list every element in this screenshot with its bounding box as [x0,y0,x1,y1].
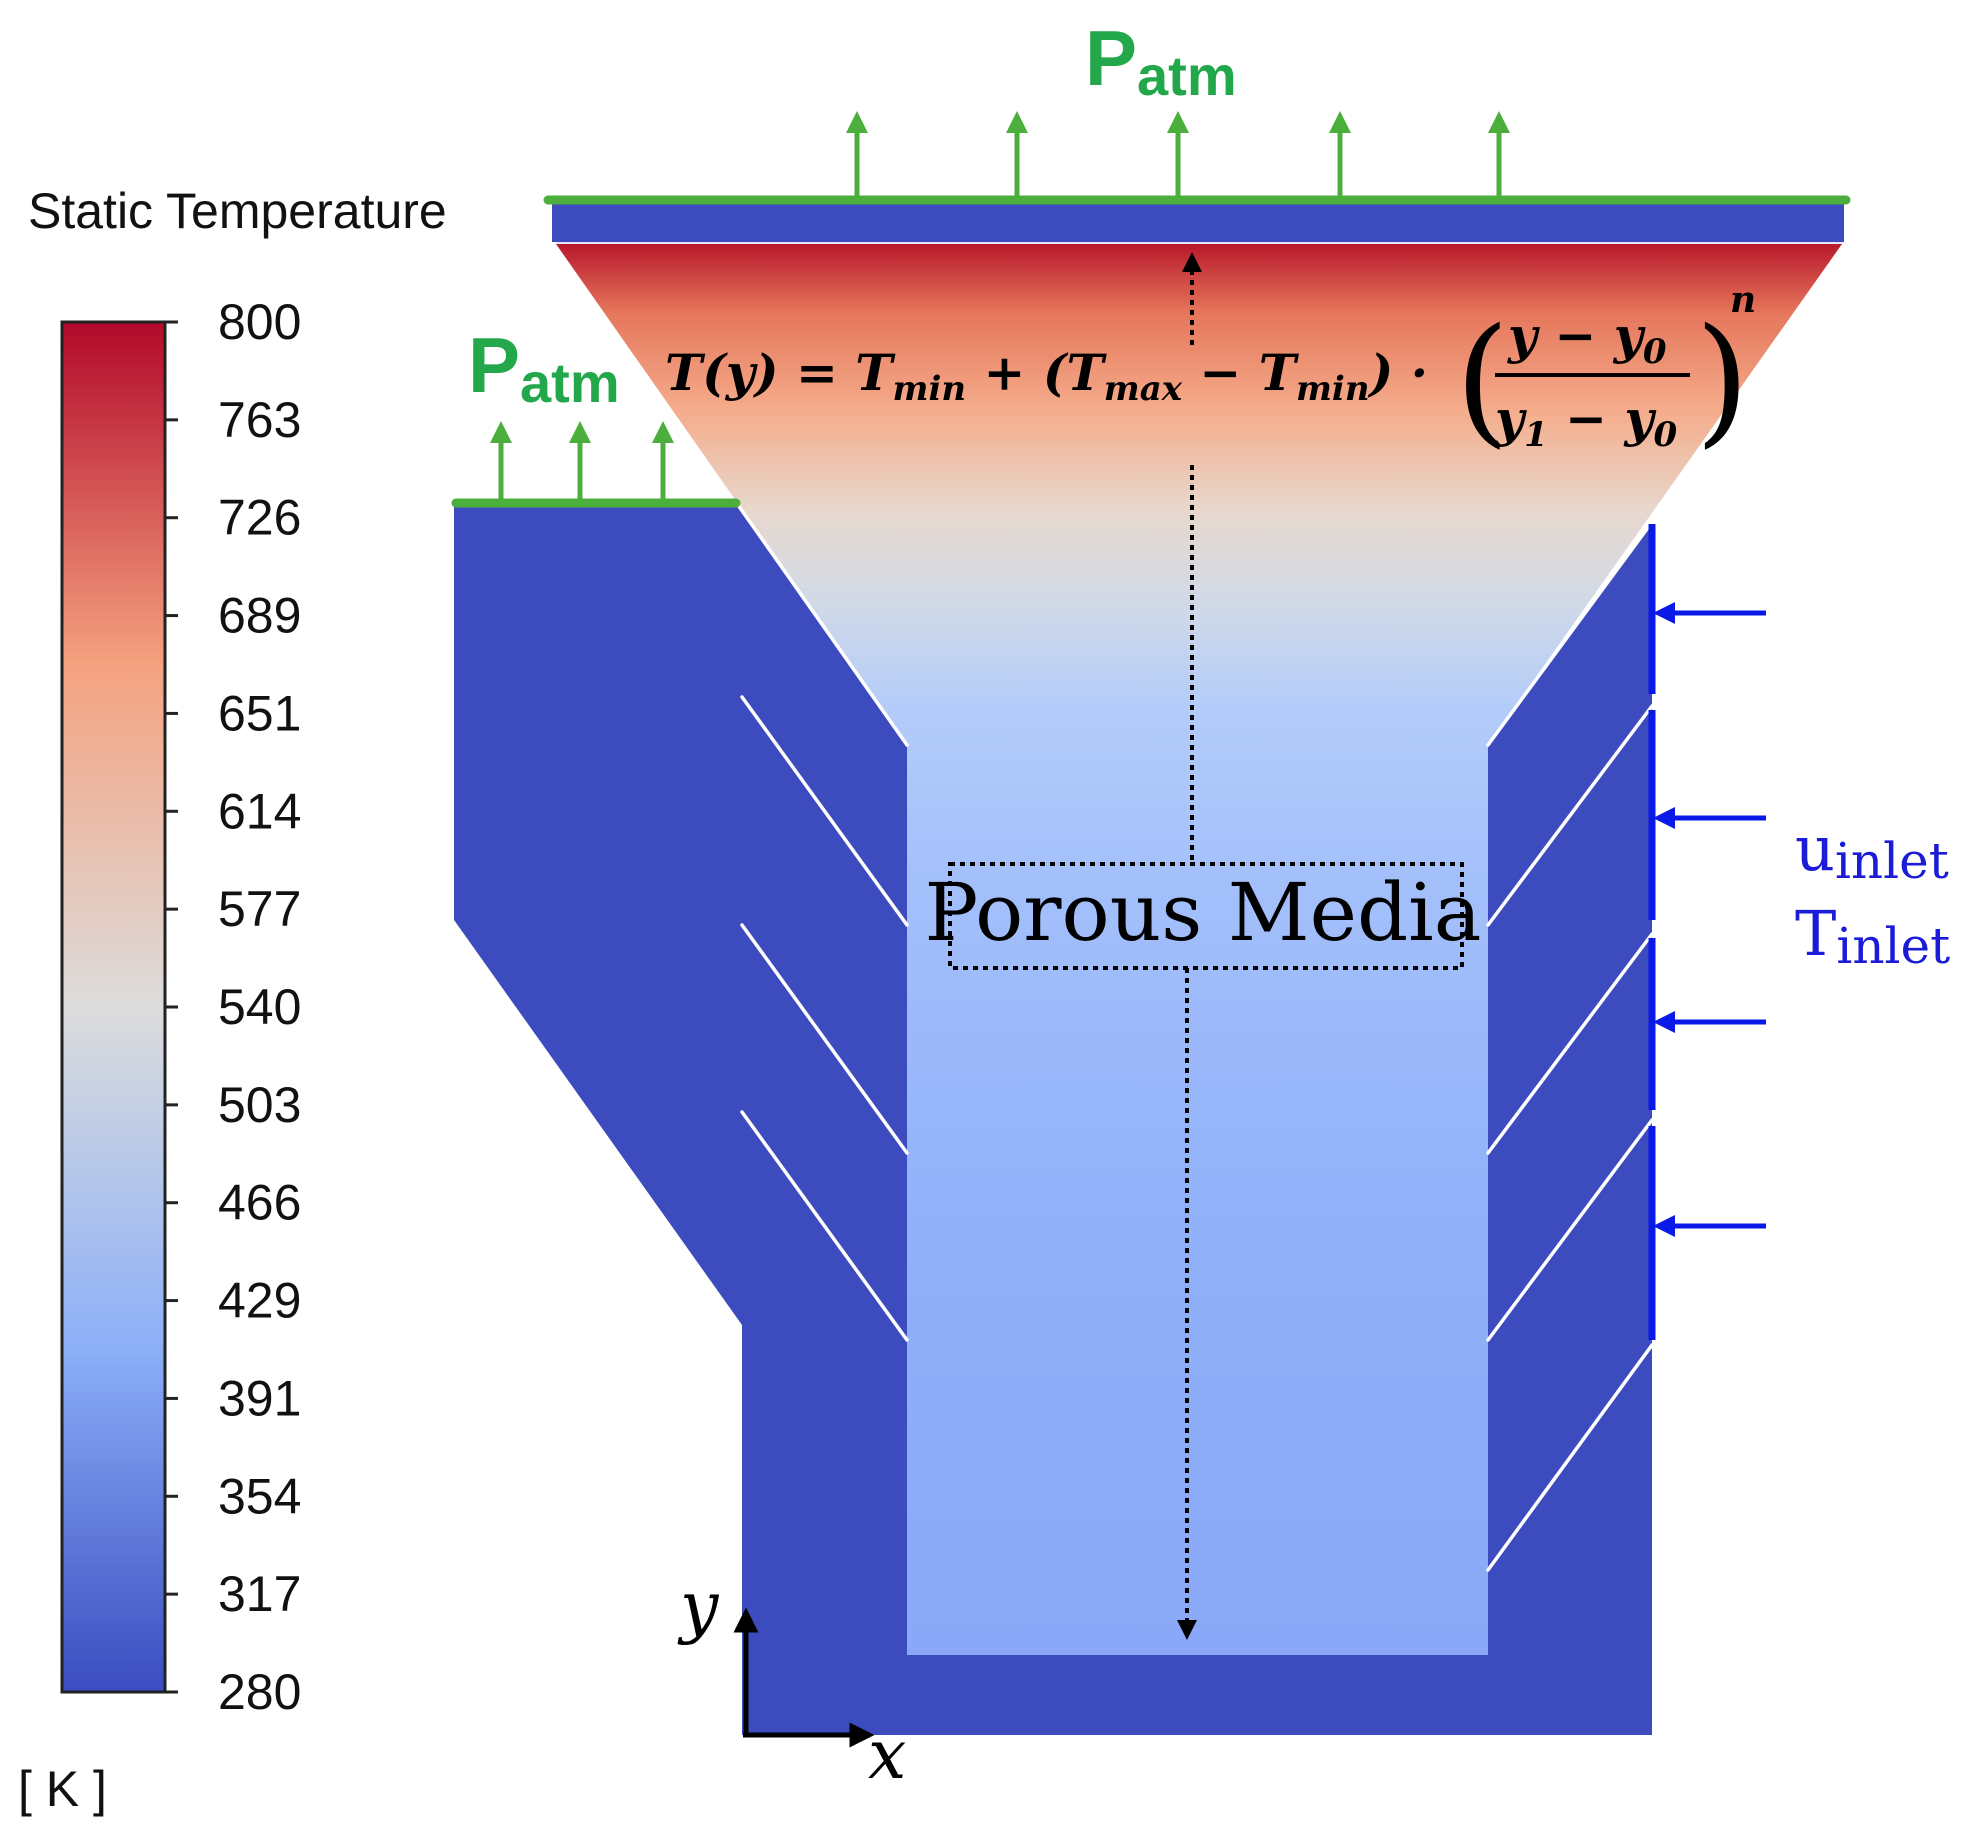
x-axis-label: x [868,1716,906,1795]
legend-tick-label: 429 [218,1273,301,1329]
outlet-boundaries: Patm Patm [451,14,1851,508]
legend-tick-label: 540 [218,979,301,1035]
inlet-arrows [1652,601,1766,1238]
channel-right-4 [1486,1343,1654,1572]
legend-tick-label: 354 [218,1468,301,1524]
equation-exponent: n [1730,279,1756,321]
u-inlet-label: uinlet [1795,812,1949,890]
porous-media-region [556,244,1842,1655]
porous-media-label: Porous Media [925,866,1482,959]
equation-main: T(y) = Tmin + (Tmax − Tmin) · [665,343,1428,409]
legend-tick-label: 763 [218,392,301,448]
right-solid-region [1488,522,1652,1735]
equation-numerator: y − y0 [1507,306,1667,372]
left-patm-label: Patm [468,321,620,414]
channel-left-1 [740,695,909,927]
top-outlet-plate [552,202,1844,242]
legend-tick-label: 577 [218,881,301,937]
legend-tick-label: 391 [218,1370,301,1426]
channel-right-3 [1486,1118,1654,1342]
equation-close-paren: ) [1695,299,1750,462]
legend-colorbar [60,320,167,1694]
legend-tick-label: 317 [218,1566,301,1622]
legend-title: Static Temperature [28,183,447,239]
channel-left-3 [740,1110,909,1342]
legend-tick-label: 503 [218,1077,301,1133]
channel-funnel-right [1486,520,1654,747]
t-inlet-label: Tinlet [1795,897,1950,975]
inlet-boundaries: uinlet Tinlet [1648,524,1950,1340]
solid-body [454,202,1844,1735]
channel-right-1 [1486,704,1654,927]
legend-tick-label: 466 [218,1175,301,1231]
porous-media-label-box [948,862,1464,970]
y-axis-label: y [677,1568,720,1647]
legend-tick-label: 800 [218,294,301,350]
equation-denominator: y1 − y0 [1494,389,1678,455]
legend-tick-label: 280 [218,1664,301,1720]
left-solid-region [454,505,907,1735]
left-outlet-arrows [489,420,675,501]
legend-ticks: 800 763 726 689 651 614 577 540 503 466 429 391 354 3… [165,294,301,1720]
channel-left-2 [740,923,909,1155]
coordinate-axes: y x [677,1568,906,1795]
dotted-arrows [1177,252,1202,1640]
temperature-equation: T(y) = Tmin + (Tmax − Tmin) · ( y − y0 y… [665,279,1756,462]
top-outlet-arrows [845,110,1511,198]
bottom-solid-region [742,1655,1652,1735]
channel-right-2 [1486,932,1654,1155]
legend-tick-label: 651 [218,685,301,741]
equation-open-paren: ( [1455,299,1510,462]
legend-unit: [ K ] [18,1761,107,1817]
channel-funnel-left [736,503,909,747]
color-legend: Static Temperature 800 763 726 689 651 614 577… [18,183,447,1817]
top-patm-label: Patm [1085,14,1237,107]
legend-tick-label: 726 [218,490,301,546]
legend-tick-label: 689 [218,588,301,644]
channel-lines [736,503,1654,1572]
legend-tick-label: 614 [218,783,301,839]
